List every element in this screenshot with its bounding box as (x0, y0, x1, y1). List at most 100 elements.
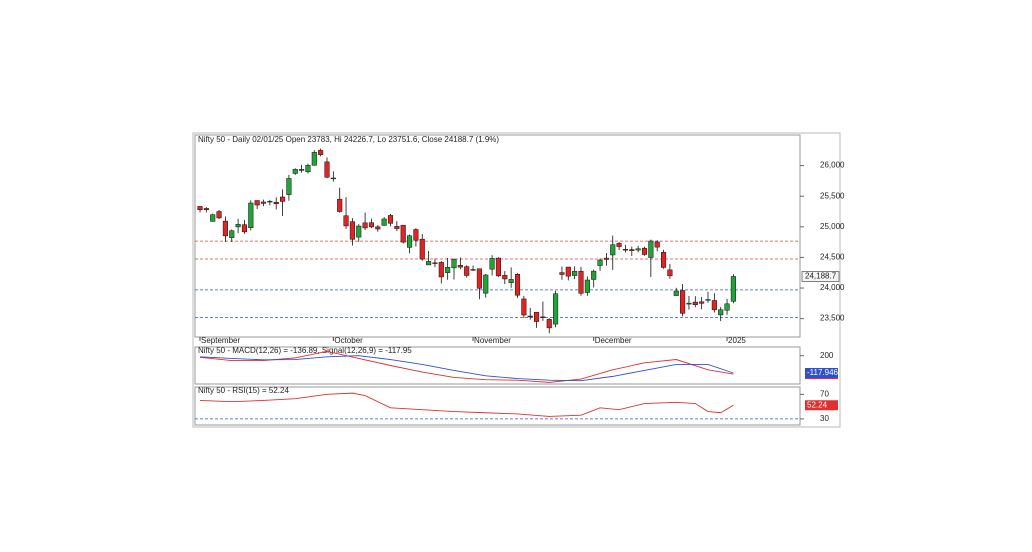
candle-body (210, 214, 216, 222)
candle-body (495, 257, 501, 277)
candle-body (724, 303, 730, 311)
candle-body (445, 267, 451, 273)
candle-body (318, 150, 324, 155)
candle-body (387, 215, 394, 224)
candle-body (553, 293, 559, 325)
candle-body (489, 258, 495, 270)
candle-body (648, 240, 654, 258)
candle-body (692, 301, 698, 305)
candle-body (572, 270, 578, 276)
candle-body (718, 309, 724, 316)
candle-body (705, 299, 711, 301)
candle-body (260, 201, 267, 204)
candle-body (546, 319, 552, 329)
candle-body (527, 315, 533, 318)
indicator-line (199, 392, 734, 417)
last-price-label: 24,188.7 (805, 272, 837, 281)
candle-body (197, 206, 203, 210)
candle-body (667, 269, 673, 277)
end-label-box (805, 400, 838, 411)
candle-body (534, 311, 540, 322)
y-tick-label: 26,000 (820, 161, 845, 170)
candle-body (286, 178, 292, 195)
candle-body (273, 201, 279, 204)
y-tick-label: 25,500 (820, 191, 845, 200)
y-tick-label: 23,500 (820, 314, 845, 323)
candle-body (610, 244, 616, 256)
candle-body (470, 269, 476, 271)
candle-body (661, 251, 667, 268)
candle-body (521, 298, 527, 316)
candle-body (299, 169, 305, 171)
candle-body (203, 208, 209, 210)
price-panel (194, 134, 801, 338)
candle-body (254, 200, 260, 206)
candle-body (616, 243, 622, 247)
macd-title: Nifty 50 - MACD(12,26) = -136.89, Signal… (198, 346, 412, 355)
candle-body (603, 257, 609, 260)
candle-body (629, 249, 635, 251)
candle-body (248, 202, 254, 228)
candle-body (559, 272, 565, 275)
candle-body (349, 221, 355, 240)
candle-body (241, 224, 247, 233)
x-tick-label: November (474, 336, 511, 345)
candle-body (514, 274, 521, 296)
candle-body (686, 302, 692, 305)
candle-body (622, 249, 629, 251)
candle-body (654, 241, 660, 248)
chart-title: Nifty 50 - Daily 02/01/25 Open 23783, Hi… (198, 135, 499, 144)
y-tick-label: 30 (820, 414, 829, 423)
candle-body (673, 290, 679, 296)
candle-body (356, 225, 362, 238)
candle-body (584, 279, 590, 293)
candle-body (400, 224, 406, 243)
candle-body (483, 274, 489, 294)
candle-body (280, 196, 286, 202)
candle-body (641, 247, 648, 255)
candle-body (362, 222, 368, 229)
candle-body (597, 259, 603, 266)
candle-body (438, 262, 444, 278)
x-tick-label: October (334, 336, 363, 345)
candle-body (337, 198, 343, 212)
candle-body (343, 215, 349, 227)
end-label-box (805, 368, 838, 379)
candle-body (502, 275, 508, 280)
y-tick-label: 24,500 (820, 253, 845, 262)
end-label: 52.24 (807, 400, 828, 409)
end-label: -117.946 (807, 368, 839, 377)
candle-body (311, 152, 317, 166)
candle-body (464, 266, 470, 276)
candle-body (699, 301, 705, 304)
rsi-title: Nifty 50 - RSI(15) = 52.24 (198, 386, 289, 395)
candle-body (330, 177, 336, 180)
candle-body (305, 165, 311, 173)
candle-body (730, 276, 736, 302)
candle-body (426, 261, 432, 266)
candle-body (407, 235, 413, 248)
candle-body (635, 248, 641, 251)
candle-body (394, 226, 400, 229)
candle-body (292, 169, 298, 174)
candle-body (324, 161, 330, 178)
x-tick-label: September (201, 336, 240, 345)
candle-body (381, 218, 387, 226)
candle-body (540, 316, 546, 318)
candle-body (375, 226, 381, 230)
candle-body (413, 229, 419, 241)
candle-body (229, 230, 235, 238)
candle-body (432, 262, 438, 264)
y-tick-label: 25,000 (820, 222, 845, 231)
candle-body (235, 224, 241, 228)
y-tick-label: 70 (820, 389, 829, 398)
candle-body (711, 300, 717, 311)
x-tick-label: December (595, 336, 632, 345)
candle-body (508, 279, 514, 283)
y-tick-label: 200 (820, 351, 834, 360)
candle-body (419, 238, 425, 260)
candle-body (591, 270, 597, 280)
candle-body (368, 222, 374, 228)
candle-body (680, 290, 686, 314)
